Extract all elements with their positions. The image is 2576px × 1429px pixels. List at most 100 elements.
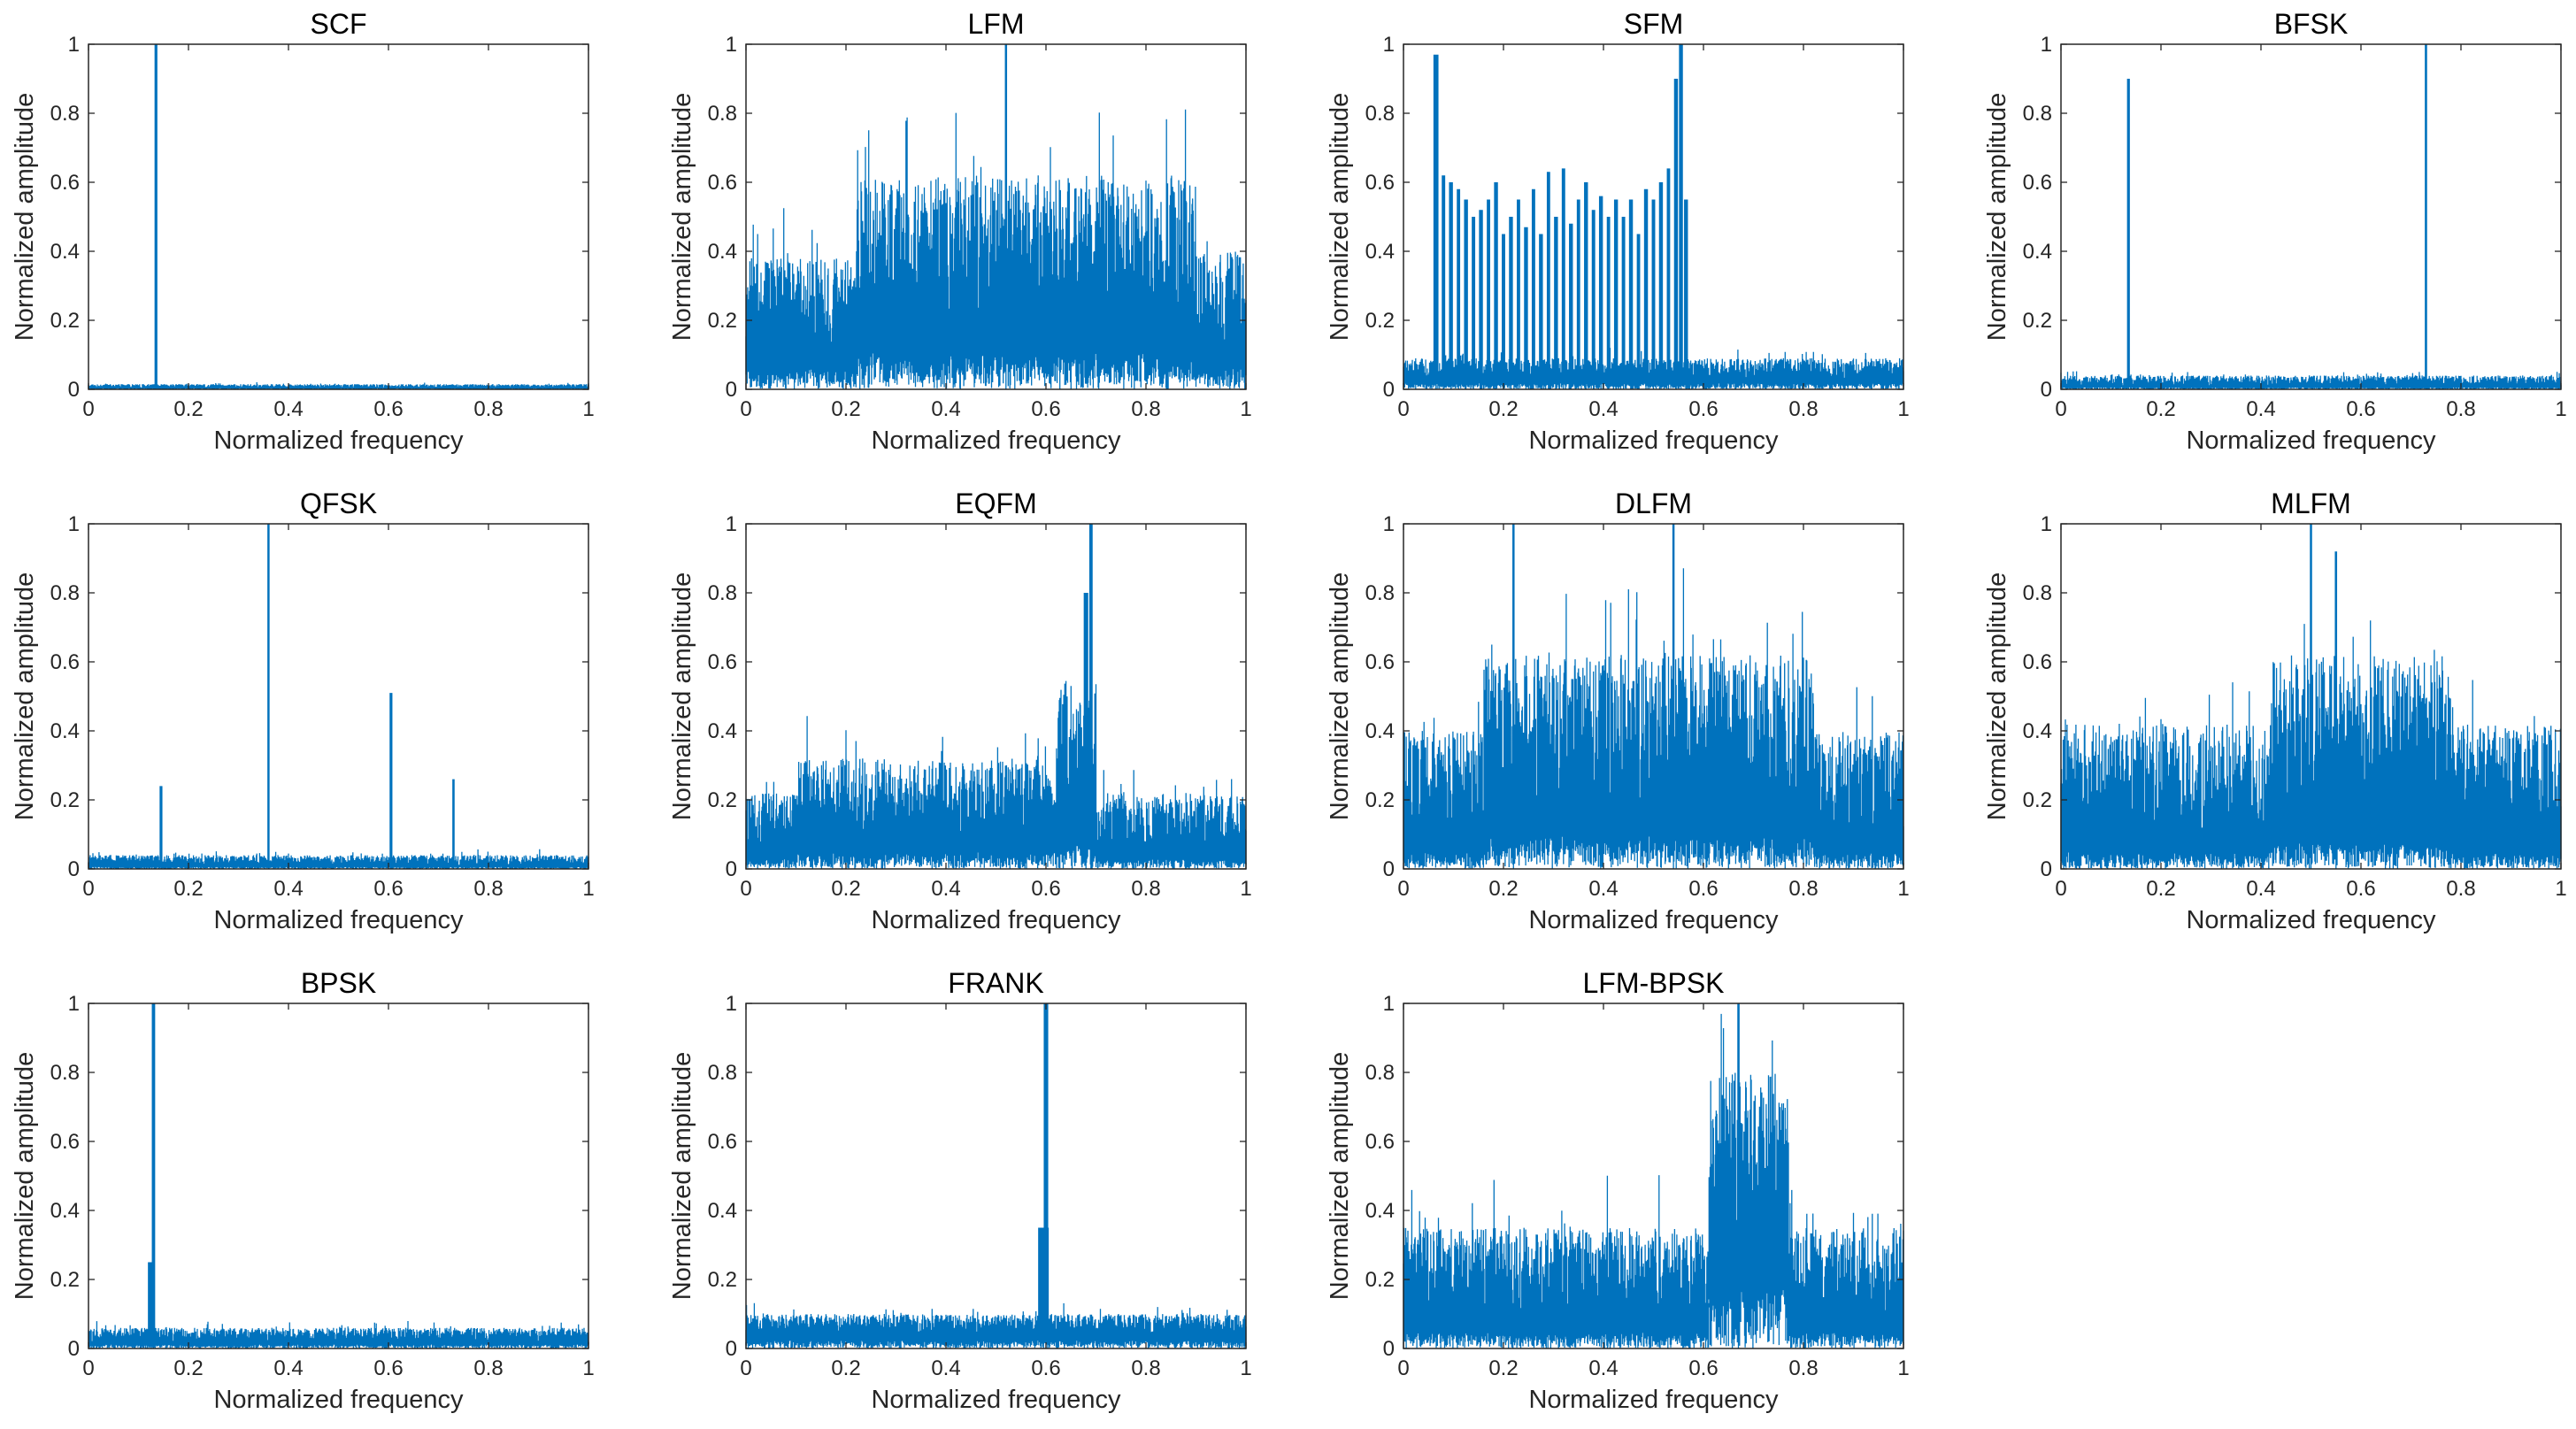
x-tick-label: 0.6 bbox=[373, 397, 403, 421]
y-tick-label: 0.4 bbox=[2023, 240, 2052, 264]
axes-box bbox=[2060, 523, 2562, 870]
y-tick-label: 0.6 bbox=[50, 650, 80, 674]
axes-box bbox=[1403, 1003, 1904, 1349]
x-tick-label: 1 bbox=[2555, 397, 2566, 421]
y-tick-label: 0.2 bbox=[1365, 1268, 1395, 1292]
x-tick-label: 0.4 bbox=[931, 1356, 960, 1380]
y-tick-label: 0.4 bbox=[50, 1199, 80, 1223]
plot-area bbox=[2061, 44, 2561, 389]
y-tick-label: 0.4 bbox=[2023, 719, 2052, 743]
x-tick-label: 0.4 bbox=[273, 1356, 303, 1380]
x-tick-label: 0 bbox=[1397, 1356, 1409, 1380]
axes-box bbox=[88, 1003, 589, 1349]
subplot-title: BFSK bbox=[2274, 8, 2349, 40]
x-axis-label: Normalized frequency bbox=[1528, 1386, 1779, 1414]
y-axis-label: Normalized amplitude bbox=[11, 572, 39, 820]
subplot-sfm: 0 0.2 0.4 0.6 0.8 1 0 0.2 0.4 0.6 0.8 1 SFM Normalize… bbox=[1326, 8, 1910, 455]
y-tick-label: 0.6 bbox=[50, 171, 80, 195]
y-tick-label: 0.6 bbox=[708, 650, 737, 674]
x-tick-label: 0.8 bbox=[1131, 397, 1160, 421]
x-tick-label: 0.8 bbox=[473, 397, 503, 421]
x-tick-label: 0.8 bbox=[2446, 397, 2475, 421]
y-axis-label: Normalized amplitude bbox=[1983, 572, 2011, 820]
y-tick-label: 0.2 bbox=[1365, 309, 1395, 333]
y-tick-label: 0.4 bbox=[1365, 1199, 1395, 1223]
subplot-title: QFSK bbox=[300, 488, 377, 519]
y-axis-label: Normalized amplitude bbox=[668, 1052, 696, 1300]
y-tick-label: 0 bbox=[2041, 857, 2052, 881]
x-axis-label: Normalized frequency bbox=[1528, 906, 1779, 934]
y-tick-label: 0 bbox=[726, 1337, 737, 1361]
x-tick-label: 0.2 bbox=[173, 397, 203, 421]
x-tick-label: 0 bbox=[1397, 397, 1409, 421]
x-tick-label: 0 bbox=[2055, 877, 2066, 901]
x-tick-label: 0 bbox=[740, 1356, 751, 1380]
y-tick-label: 0.8 bbox=[1365, 1061, 1395, 1085]
subplot-scf: 0 0.2 0.4 0.6 0.8 1 0 0.2 0.4 0.6 0.8 1 SCF Normalize… bbox=[11, 8, 595, 455]
y-axis-label: Normalized amplitude bbox=[11, 93, 39, 341]
y-tick-label: 1 bbox=[1383, 33, 1395, 57]
x-tick-label: 0.8 bbox=[1788, 1356, 1818, 1380]
y-tick-label: 0.6 bbox=[708, 171, 737, 195]
y-tick-label: 0.2 bbox=[2023, 309, 2052, 333]
y-tick-label: 1 bbox=[1383, 992, 1395, 1016]
x-tick-label: 1 bbox=[582, 397, 594, 421]
x-tick-label: 0.4 bbox=[2246, 397, 2275, 421]
axes-box bbox=[745, 1003, 1247, 1349]
x-tick-label: 0.6 bbox=[373, 1356, 403, 1380]
y-tick-label: 1 bbox=[2041, 512, 2052, 536]
y-tick-label: 0 bbox=[68, 857, 80, 881]
axes-box bbox=[88, 43, 589, 390]
plot-area bbox=[88, 1003, 588, 1348]
subplot-qfsk: 0 0.2 0.4 0.6 0.8 1 0 0.2 0.4 0.6 0.8 1 QFSK Normaliz… bbox=[11, 488, 595, 934]
y-tick-label: 0 bbox=[1383, 378, 1395, 402]
subplot-title: EQFM bbox=[955, 488, 1036, 519]
x-tick-label: 0.6 bbox=[2346, 877, 2375, 901]
y-tick-label: 0.6 bbox=[1365, 650, 1395, 674]
x-axis-label: Normalized frequency bbox=[1528, 426, 1779, 455]
y-tick-label: 0.6 bbox=[2023, 650, 2052, 674]
x-tick-label: 0.4 bbox=[931, 397, 960, 421]
y-tick-label: 0 bbox=[726, 378, 737, 402]
x-tick-label: 0 bbox=[82, 877, 94, 901]
y-tick-label: 0 bbox=[68, 378, 80, 402]
subplot-title: MLFM bbox=[2271, 488, 2351, 519]
subplot-frank: 0 0.2 0.4 0.6 0.8 1 0 0.2 0.4 0.6 0.8 1 FRANK Normali… bbox=[668, 967, 1252, 1414]
y-tick-label: 0.4 bbox=[50, 240, 80, 264]
x-tick-label: 0.4 bbox=[1588, 877, 1618, 901]
subplot-title: LFM bbox=[968, 8, 1025, 40]
y-tick-label: 0.2 bbox=[50, 1268, 80, 1292]
x-tick-label: 1 bbox=[582, 877, 594, 901]
y-tick-label: 0.8 bbox=[2023, 581, 2052, 605]
axes-box bbox=[1403, 43, 1904, 390]
x-tick-label: 0.8 bbox=[1131, 1356, 1160, 1380]
subplot-title: SFM bbox=[1624, 8, 1684, 40]
x-tick-label: 1 bbox=[1240, 397, 1251, 421]
x-tick-label: 0.4 bbox=[1588, 397, 1618, 421]
x-tick-label: 0.4 bbox=[1588, 1356, 1618, 1380]
y-tick-label: 0.2 bbox=[1365, 788, 1395, 812]
x-tick-label: 0.4 bbox=[273, 877, 303, 901]
x-tick-label: 0.8 bbox=[1131, 877, 1160, 901]
axes-box bbox=[1403, 523, 1904, 870]
x-tick-label: 0.4 bbox=[273, 397, 303, 421]
y-tick-label: 0.4 bbox=[50, 719, 80, 743]
y-tick-label: 0 bbox=[1383, 1337, 1395, 1361]
x-tick-label: 0 bbox=[82, 1356, 94, 1380]
subplot-title: BPSK bbox=[301, 967, 376, 999]
y-tick-label: 0 bbox=[68, 1337, 80, 1361]
y-axis-label: Normalized amplitude bbox=[1983, 93, 2011, 341]
y-tick-label: 0 bbox=[1383, 857, 1395, 881]
y-tick-label: 1 bbox=[68, 33, 80, 57]
x-tick-label: 0 bbox=[740, 877, 751, 901]
y-axis-label: Normalized amplitude bbox=[1326, 1052, 1354, 1300]
x-tick-label: 0.8 bbox=[473, 1356, 503, 1380]
x-axis-label: Normalized frequency bbox=[2186, 426, 2436, 455]
y-tick-label: 0.6 bbox=[2023, 171, 2052, 195]
y-tick-label: 1 bbox=[726, 33, 737, 57]
x-tick-label: 0.8 bbox=[1788, 877, 1818, 901]
y-axis-label: Normalized amplitude bbox=[668, 93, 696, 341]
y-tick-label: 0.8 bbox=[1365, 102, 1395, 126]
x-tick-label: 0 bbox=[82, 397, 94, 421]
x-tick-label: 1 bbox=[582, 1356, 594, 1380]
